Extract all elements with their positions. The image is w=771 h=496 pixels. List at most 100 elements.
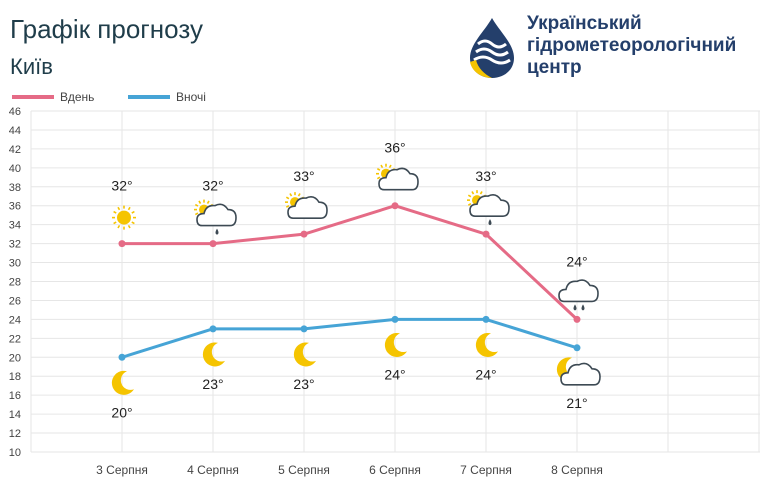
sun-ray — [388, 164, 392, 169]
org-line-1: Український — [527, 13, 642, 34]
moon-cloud-icon — [556, 357, 601, 386]
data-point — [300, 325, 308, 333]
y-tick-label: 20 — [9, 352, 21, 364]
data-point — [118, 240, 126, 248]
x-tick-label: 8 Серпня — [551, 463, 603, 477]
sun-ray — [206, 200, 210, 204]
y-tick-label: 22 — [9, 333, 21, 345]
moon-icon — [293, 342, 316, 367]
y-tick-label: 38 — [9, 182, 21, 194]
data-label: 21° — [566, 395, 587, 411]
moon-shape — [293, 342, 316, 367]
y-tick-label: 18 — [9, 371, 21, 383]
y-tick-label: 10 — [9, 447, 21, 459]
rain-drop — [488, 219, 492, 226]
sun-ray — [285, 196, 290, 200]
data-label: 24° — [384, 366, 405, 382]
cloud-shape — [287, 196, 328, 219]
rain-drop — [573, 304, 577, 311]
chart-title: Графік прогнозу — [10, 14, 203, 44]
sun-ray — [479, 191, 483, 195]
cloud-shape — [560, 362, 601, 386]
sun-ray — [198, 200, 202, 204]
data-point — [118, 353, 126, 361]
cloud-shape — [196, 203, 237, 227]
legend-label: Вдень — [60, 90, 94, 104]
y-tick-label: 28 — [9, 277, 21, 289]
y-tick-label: 46 — [9, 106, 21, 118]
y-tick-label: 16 — [9, 390, 21, 402]
sun-ray — [127, 225, 131, 229]
sun-ray — [467, 194, 472, 198]
data-label: 24° — [566, 253, 587, 269]
series-line — [122, 204, 579, 321]
sun-ray — [127, 206, 131, 211]
data-point — [209, 240, 217, 248]
rain-drop — [581, 304, 585, 311]
rain-drop — [215, 228, 219, 235]
sun-disc — [117, 210, 131, 225]
y-tick-label: 42 — [9, 144, 21, 156]
data-label: 23° — [202, 376, 223, 392]
data-point — [573, 315, 581, 323]
sun-ray — [194, 212, 199, 216]
moon-shape — [202, 342, 225, 367]
cloud-rain-icon — [558, 279, 599, 311]
moon-icon — [202, 342, 225, 367]
partly-cloudy-rain-icon — [194, 199, 237, 235]
partly-cloudy-icon — [285, 192, 328, 219]
x-tick-label: 5 Серпня — [278, 463, 330, 477]
sun-icon — [112, 205, 136, 230]
sun-ray — [117, 206, 121, 211]
data-point — [482, 315, 490, 323]
cloud-shape — [558, 279, 599, 303]
series-line — [121, 317, 578, 359]
moon-icon — [475, 332, 498, 357]
moon-shape — [111, 370, 134, 395]
y-tick-label: 24 — [9, 314, 21, 326]
data-point — [482, 230, 490, 238]
org-line-2: гідрометеорологічний — [527, 35, 737, 56]
sun-ray — [113, 210, 117, 214]
x-tick-label: 3 Серпня — [96, 463, 148, 477]
data-point — [573, 344, 581, 352]
y-tick-label: 12 — [9, 428, 21, 440]
sun-ray — [467, 202, 472, 206]
moon-shape — [384, 332, 407, 357]
data-label: 24° — [475, 366, 496, 382]
drop-logo-icon — [470, 18, 514, 78]
partly-cloudy-icon — [376, 163, 419, 191]
y-tick-label: 34 — [9, 220, 21, 232]
organization-name: Український гідрометеорологічний центр — [527, 13, 736, 79]
data-point — [209, 325, 217, 333]
moon-icon — [111, 370, 134, 395]
sun-ray — [131, 210, 135, 214]
moon-icon — [384, 332, 407, 357]
x-tick-label: 4 Серпня — [187, 463, 239, 477]
sun-ray — [297, 193, 301, 197]
data-point — [391, 315, 399, 323]
data-label: 33° — [293, 168, 314, 184]
sun-ray — [380, 164, 384, 169]
y-tick-label: 32 — [9, 239, 21, 251]
y-tick-label: 14 — [9, 409, 21, 421]
x-tick-label: 7 Серпня — [460, 463, 512, 477]
data-label: 23° — [293, 376, 314, 392]
moon-shape — [475, 332, 498, 357]
sun-ray — [285, 204, 290, 208]
sun-ray — [117, 225, 121, 229]
legend-label: Вночі — [176, 90, 206, 104]
y-tick-label: 44 — [9, 125, 21, 137]
sun-ray — [113, 221, 117, 225]
data-point — [300, 230, 308, 238]
data-label: 20° — [111, 404, 132, 420]
data-point — [391, 202, 399, 210]
y-tick-label: 26 — [9, 295, 21, 307]
sun-ray — [131, 221, 135, 225]
data-label: 36° — [384, 140, 405, 156]
y-tick-label: 30 — [9, 258, 21, 270]
city-name: Київ — [10, 54, 53, 79]
data-label: 32° — [111, 178, 132, 194]
cloud-shape — [469, 194, 510, 217]
